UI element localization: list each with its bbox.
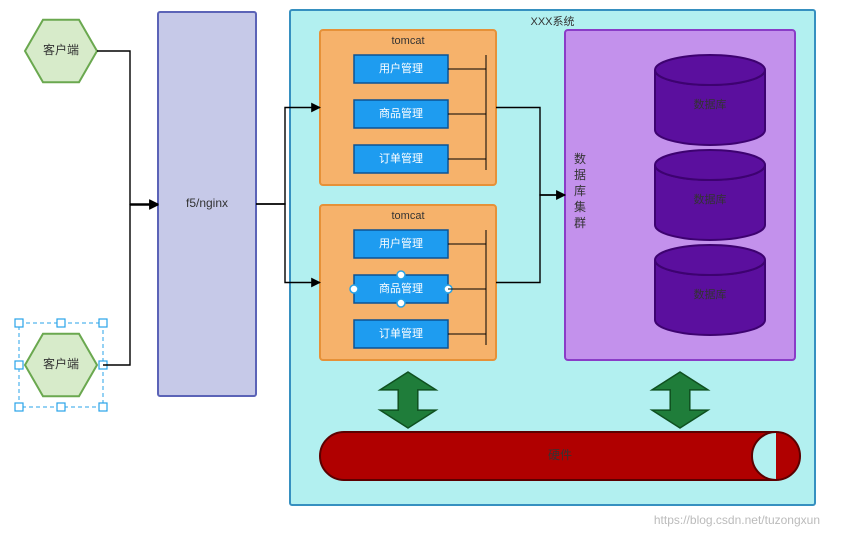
svg-text:商品管理: 商品管理	[379, 106, 423, 120]
client-bottom[interactable]: 客户端	[15, 319, 107, 411]
svg-text:客户端: 客户端	[43, 356, 79, 371]
svg-text:用户管理: 用户管理	[379, 236, 423, 250]
module-product-1[interactable]: 商品管理	[354, 100, 448, 128]
hardware-bus[interactable]: 硬件	[320, 432, 800, 480]
db-cluster-label: 数据库集群	[574, 151, 586, 230]
proxy-label: f5/nginx	[186, 196, 228, 210]
svg-text:库: 库	[574, 183, 586, 198]
svg-text:订单管理: 订单管理	[379, 151, 423, 165]
svg-text:数据库: 数据库	[694, 192, 727, 206]
svg-text:客户端: 客户端	[43, 42, 79, 57]
db-cylinder-3[interactable]: 数据库	[655, 245, 765, 335]
svg-text:群: 群	[574, 216, 586, 230]
module-user-1[interactable]: 用户管理	[354, 55, 448, 83]
svg-text:硬件: 硬件	[548, 448, 572, 462]
svg-text:商品管理: 商品管理	[379, 281, 423, 295]
svg-text:tomcat: tomcat	[391, 210, 424, 222]
system-title: XXX系统	[530, 15, 574, 28]
watermark: https://blog.csdn.net/tuzongxun	[654, 513, 820, 527]
svg-text:据: 据	[574, 168, 586, 182]
db-cylinder-1[interactable]: 数据库	[655, 55, 765, 145]
module-order-2[interactable]: 订单管理	[354, 320, 448, 348]
module-user-2[interactable]: 用户管理	[354, 230, 448, 258]
module-order-1[interactable]: 订单管理	[354, 145, 448, 173]
svg-text:tomcat: tomcat	[391, 35, 424, 47]
db-cylinder-2[interactable]: 数据库	[655, 150, 765, 240]
svg-text:集: 集	[574, 199, 586, 214]
svg-text:数据库: 数据库	[694, 97, 727, 111]
svg-text:用户管理: 用户管理	[379, 61, 423, 75]
svg-text:数: 数	[574, 151, 586, 166]
module-product-2[interactable]: 商品管理	[350, 271, 452, 307]
client-top[interactable]: 客户端	[25, 20, 97, 82]
svg-text:数据库: 数据库	[694, 287, 727, 301]
svg-text:订单管理: 订单管理	[379, 326, 423, 340]
